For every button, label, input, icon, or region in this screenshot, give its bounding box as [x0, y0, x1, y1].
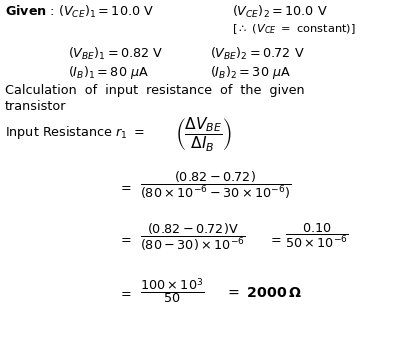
Text: $\dfrac{(0.82-0.72)}{(80\times10^{-6}-30\times10^{-6})}$: $\dfrac{(0.82-0.72)}{(80\times10^{-6}-30… [140, 170, 291, 201]
Text: $(V_{BE})_2 = 0.72\ \mathrm{V}$: $(V_{BE})_2 = 0.72\ \mathrm{V}$ [210, 46, 305, 62]
Text: $(I_B)_1 = 80\ \mu\mathrm{A}$: $(I_B)_1 = 80\ \mu\mathrm{A}$ [68, 64, 149, 81]
Text: $\dfrac{(0.82-0.72)\mathrm{V}}{(80-30)\times10^{-6}}$: $\dfrac{(0.82-0.72)\mathrm{V}}{(80-30)\t… [140, 222, 245, 253]
Text: $=$: $=$ [118, 180, 132, 193]
Text: $\left(\dfrac{\Delta V_{BE}}{\Delta I_B}\right)$: $\left(\dfrac{\Delta V_{BE}}{\Delta I_B}… [175, 116, 232, 154]
Text: $(V_{BE})_1 = 0.82\ \mathrm{V}$: $(V_{BE})_1 = 0.82\ \mathrm{V}$ [68, 46, 163, 62]
Text: $\mathbf{Given}$ : $(V_{CE})_1 = 10.0\ \mathrm{V}$: $\mathbf{Given}$ : $(V_{CE})_1 = 10.0\ \… [5, 4, 154, 20]
Text: $=\ \mathbf{2000\,\Omega}$: $=\ \mathbf{2000\,\Omega}$ [225, 286, 302, 300]
Text: $=$: $=$ [118, 286, 132, 299]
Text: $[\therefore\ (V_{CE}\ =\ \mathrm{constant})]$: $[\therefore\ (V_{CE}\ =\ \mathrm{consta… [232, 22, 356, 36]
Text: Input Resistance $r_1\ =$: Input Resistance $r_1\ =$ [5, 124, 145, 141]
Text: $\dfrac{100\times10^{3}}{50}$: $\dfrac{100\times10^{3}}{50}$ [140, 276, 204, 306]
Text: $(I_B)_2 = 30\ \mu\mathrm{A}$: $(I_B)_2 = 30\ \mu\mathrm{A}$ [210, 64, 291, 81]
Text: Calculation  of  input  resistance  of  the  given: Calculation of input resistance of the g… [5, 84, 304, 97]
Text: transistor: transistor [5, 100, 67, 113]
Text: $=$: $=$ [268, 232, 282, 245]
Text: $\dfrac{0.10}{50\times10^{-6}}$: $\dfrac{0.10}{50\times10^{-6}}$ [285, 222, 349, 250]
Text: $(V_{CE})_2 = 10.0\ \mathrm{V}$: $(V_{CE})_2 = 10.0\ \mathrm{V}$ [232, 4, 328, 20]
Text: $=$: $=$ [118, 232, 132, 245]
